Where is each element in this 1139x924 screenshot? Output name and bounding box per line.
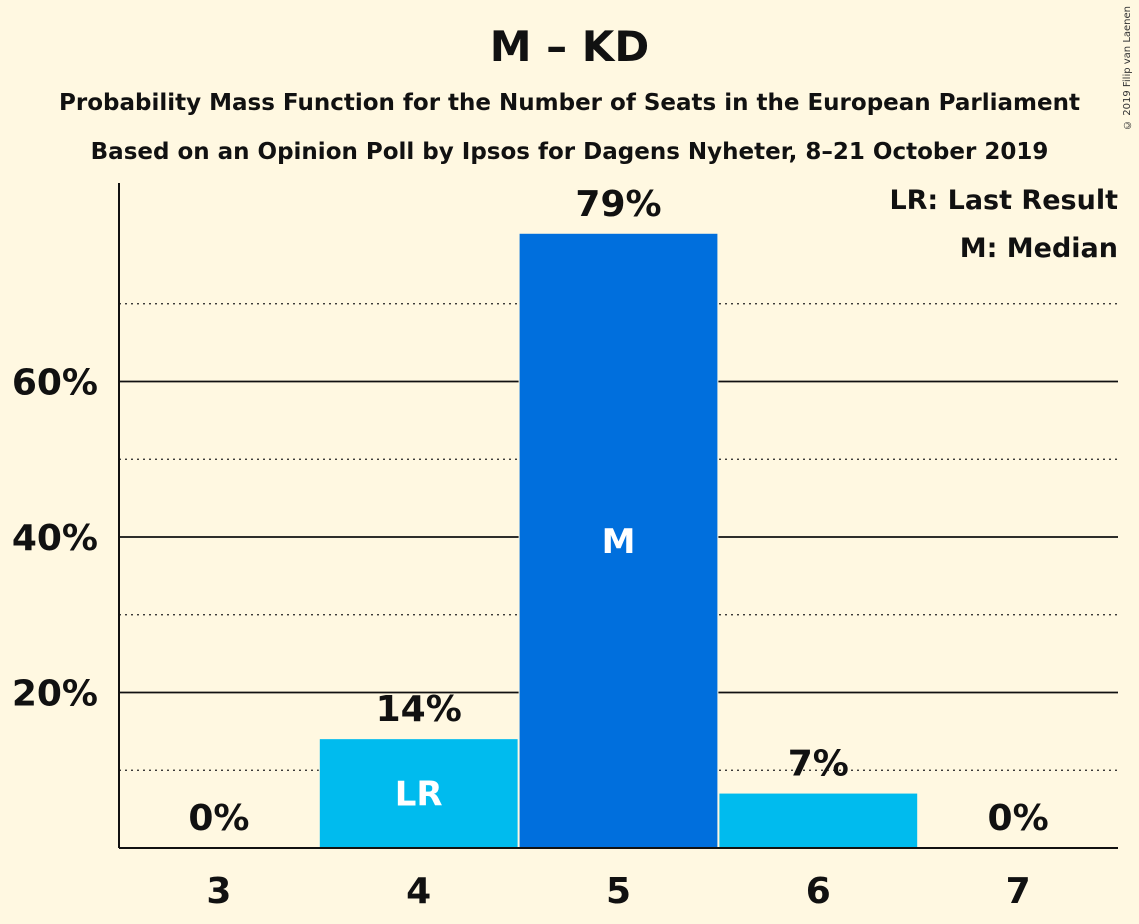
bar-value-label: 7%	[788, 744, 849, 785]
x-tick-label: 4	[406, 871, 431, 912]
y-tick-label: 40%	[12, 518, 98, 559]
legend-entry: M: Median	[960, 233, 1118, 264]
legend-entry: LR: Last Result	[889, 185, 1118, 216]
y-tick-label: 20%	[12, 674, 98, 715]
y-tick-label: 60%	[12, 363, 98, 404]
chart-title: M – KD	[489, 22, 650, 71]
chart-subtitle-2: Based on an Opinion Poll by Ipsos for Da…	[90, 139, 1049, 165]
bar-marker-label: LR	[395, 775, 443, 815]
bar-value-label: 14%	[376, 689, 462, 730]
bar-value-label: 0%	[188, 798, 249, 839]
bar	[719, 793, 918, 848]
bar	[319, 739, 518, 848]
x-tick-label: 3	[206, 871, 231, 912]
bar	[519, 233, 718, 848]
x-tick-label: 6	[806, 871, 831, 912]
bar-value-label: 0%	[988, 798, 1049, 839]
x-tick-label: 5	[606, 871, 631, 912]
x-tick-label: 7	[1006, 871, 1031, 912]
bar-value-label: 79%	[575, 184, 661, 225]
chart-subtitle-1: Probability Mass Function for the Number…	[59, 90, 1080, 116]
bar-marker-label: M	[602, 522, 636, 562]
